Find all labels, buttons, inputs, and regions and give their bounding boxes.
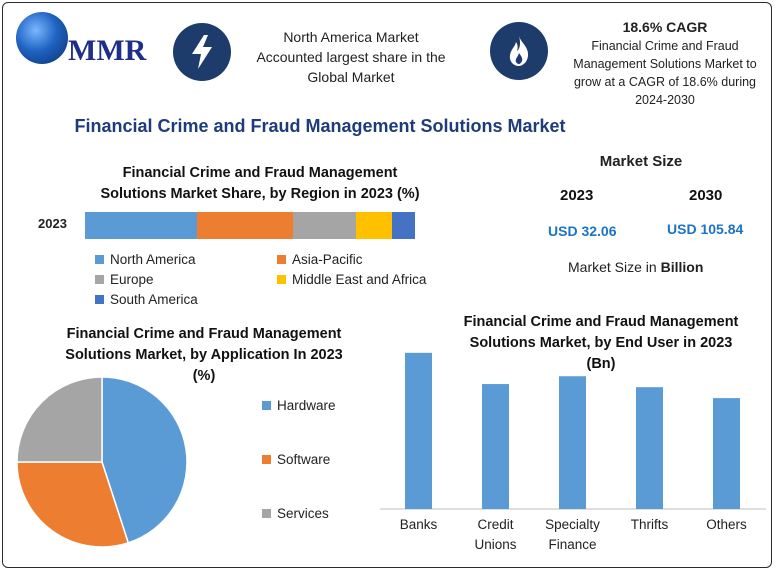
swatch: [262, 509, 271, 518]
lightning-icon: [173, 23, 231, 81]
region-chart-title: Financial Crime and Fraud Management Sol…: [100, 165, 420, 202]
bar-thrifts: [636, 387, 663, 509]
swatch: [277, 255, 286, 264]
x-tick-label: Banks: [400, 517, 438, 532]
application-chart-title: Financial Crime and Fraud Management Sol…: [65, 326, 343, 384]
swatch: [95, 275, 104, 284]
region-year-label: 2023: [38, 216, 67, 231]
legend-asia-pacific: Asia-Pacific: [277, 252, 363, 267]
swatch: [95, 295, 104, 304]
bar-segment-north-america: [85, 212, 198, 239]
cagr-description: Financial Crime and Fraud Management Sol…: [573, 39, 757, 107]
legend-south-america: South America: [95, 292, 198, 307]
x-tick-label: Specialty: [545, 517, 600, 532]
region-highlight-text: North America Market Accounted largest s…: [256, 29, 446, 85]
bar-specialty-finance: [559, 376, 586, 509]
pie-slice-software: [16, 461, 130, 548]
swatch: [95, 255, 104, 264]
legend-hardware: Hardware: [262, 398, 336, 413]
flame-icon: [490, 22, 548, 80]
globe-logo-icon: [16, 12, 68, 64]
main-title: Financial Crime and Fraud Management Sol…: [74, 116, 566, 136]
bar-segment-middle-east-and-africa: [355, 212, 392, 239]
swatch: [262, 401, 271, 410]
market-year-2023: 2023: [560, 187, 594, 204]
application-pie-chart: [16, 376, 188, 548]
x-tick-label: Others: [706, 517, 747, 532]
cagr-block: 18.6% CAGR Financial Crime and Fraud Man…: [560, 17, 770, 109]
bar-banks: [405, 352, 432, 509]
x-tick-label: Thrifts: [631, 517, 669, 532]
bar-segment-asia-pacific: [197, 212, 293, 239]
market-value-2023: USD 32.06: [548, 223, 617, 239]
legend-services: Services: [262, 506, 329, 521]
swatch: [277, 275, 286, 284]
brand-logo-text: MMR: [68, 34, 147, 67]
pie-slice-services: [16, 376, 103, 463]
x-tick-label: Unions: [474, 537, 516, 552]
swatch: [262, 455, 271, 464]
bar-segment-south-america: [391, 212, 415, 239]
legend-north-america: North America: [95, 252, 196, 267]
pie-slice-hardware: [101, 376, 188, 544]
bar-credit-unions: [482, 384, 509, 509]
market-size-unit-note: Market Size in Billion: [568, 259, 704, 275]
x-tick-label: Finance: [548, 537, 596, 552]
cagr-title: 18.6% CAGR: [622, 19, 708, 35]
x-tick-label: Credit: [477, 517, 513, 532]
legend-europe: Europe: [95, 272, 154, 287]
end-user-bar-chart: Banks Credit Unions Specialty Finance Thrifts…: [380, 352, 766, 552]
region-stacked-bar: [85, 212, 415, 239]
market-year-2030: 2030: [689, 187, 723, 204]
bar-others: [713, 398, 740, 509]
market-size-title: Market Size: [599, 153, 683, 170]
end-user-chart-title: Financial Crime and Fraud Management Sol…: [463, 314, 739, 372]
market-value-2030: USD 105.84: [667, 221, 744, 237]
legend-mea: Middle East and Africa: [277, 272, 426, 287]
bar-segment-europe: [292, 212, 356, 239]
legend-software: Software: [262, 452, 330, 467]
